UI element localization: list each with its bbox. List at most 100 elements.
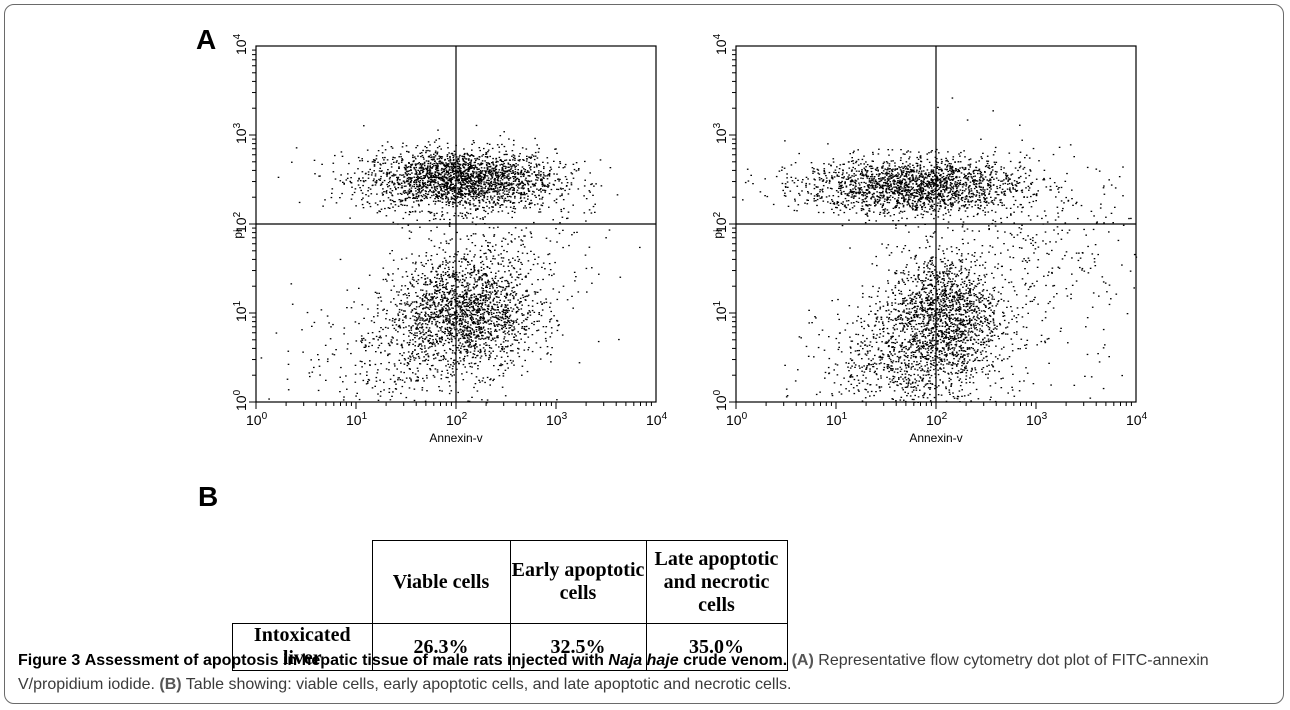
event-dot bbox=[433, 184, 435, 186]
event-dot bbox=[488, 323, 490, 325]
event-dot bbox=[511, 165, 514, 167]
event-dot bbox=[419, 317, 422, 319]
event-dot bbox=[553, 184, 555, 186]
event-dot bbox=[275, 332, 278, 334]
event-dot bbox=[442, 321, 445, 323]
event-dot bbox=[595, 183, 597, 185]
event-dot bbox=[474, 321, 476, 323]
event-dot bbox=[438, 302, 440, 304]
event-dot bbox=[433, 173, 436, 175]
event-dot bbox=[361, 366, 363, 368]
event-dot bbox=[382, 162, 384, 165]
event-dot bbox=[423, 333, 426, 335]
event-dot bbox=[433, 178, 436, 181]
event-dot bbox=[419, 177, 421, 179]
event-dot bbox=[504, 346, 507, 348]
event-dot bbox=[503, 145, 506, 148]
event-dot bbox=[480, 355, 483, 357]
event-dot bbox=[473, 268, 475, 270]
event-dot bbox=[514, 180, 517, 182]
event-dot bbox=[424, 296, 426, 298]
event-dot bbox=[467, 345, 469, 347]
event-dot bbox=[956, 193, 958, 195]
event-dot bbox=[463, 148, 465, 150]
event-dot bbox=[510, 344, 512, 347]
event-dot bbox=[425, 292, 428, 294]
event-dot bbox=[455, 175, 458, 177]
event-dot bbox=[523, 174, 525, 176]
event-dot bbox=[484, 160, 486, 162]
event-dot bbox=[436, 320, 439, 323]
event-dot bbox=[441, 278, 443, 280]
event-dot bbox=[476, 321, 479, 323]
event-dot bbox=[479, 293, 482, 296]
event-dot bbox=[440, 162, 442, 164]
event-dot bbox=[429, 180, 431, 182]
event-dot bbox=[452, 165, 455, 167]
event-dot bbox=[525, 171, 528, 174]
event-dot bbox=[465, 185, 468, 187]
event-dot bbox=[478, 173, 481, 175]
event-dot bbox=[463, 334, 466, 337]
event-dot bbox=[468, 177, 471, 180]
event-dot bbox=[429, 163, 432, 165]
event-dot bbox=[492, 379, 494, 382]
event-dot bbox=[518, 342, 520, 344]
event-dot bbox=[467, 188, 470, 190]
event-dot bbox=[412, 334, 415, 336]
event-dot bbox=[942, 185, 945, 187]
event-dot bbox=[551, 274, 553, 277]
event-dot bbox=[515, 335, 517, 337]
event-dot bbox=[460, 352, 462, 354]
event-dot bbox=[542, 262, 545, 264]
event-dot bbox=[390, 146, 393, 148]
event-dot bbox=[403, 363, 406, 365]
event-dot bbox=[519, 283, 521, 285]
event-dot bbox=[541, 266, 543, 268]
event-dot bbox=[513, 291, 516, 293]
event-dot bbox=[468, 307, 471, 309]
event-dot bbox=[287, 363, 290, 365]
event-dot bbox=[391, 279, 394, 281]
event-dot bbox=[412, 262, 414, 264]
event-dot bbox=[522, 320, 525, 322]
event-dot bbox=[476, 180, 478, 182]
event-dot bbox=[452, 371, 454, 373]
event-dot bbox=[525, 325, 528, 328]
event-dot bbox=[511, 265, 513, 267]
event-dot bbox=[478, 175, 481, 177]
event-dot bbox=[445, 181, 447, 183]
event-dot bbox=[494, 329, 497, 331]
event-dot bbox=[485, 298, 487, 300]
event-dot bbox=[472, 286, 475, 288]
event-dot bbox=[332, 162, 335, 164]
event-dot bbox=[503, 162, 505, 165]
event-dot bbox=[521, 180, 523, 183]
event-dot bbox=[388, 388, 391, 390]
event-dot bbox=[425, 374, 428, 377]
event-dot bbox=[513, 155, 516, 157]
event-dot bbox=[467, 170, 469, 172]
event-dot bbox=[501, 280, 503, 283]
event-dot bbox=[487, 280, 489, 282]
event-dot bbox=[470, 372, 473, 375]
event-dot bbox=[585, 220, 587, 222]
event-dot bbox=[481, 172, 483, 174]
event-dot bbox=[441, 284, 444, 287]
event-dot bbox=[523, 333, 526, 335]
event-dot bbox=[471, 191, 474, 193]
event-dot bbox=[464, 293, 467, 295]
event-dot bbox=[474, 302, 476, 304]
event-dot bbox=[408, 178, 410, 180]
event-dot bbox=[428, 203, 430, 206]
event-dot bbox=[562, 199, 565, 201]
event-dot bbox=[452, 276, 454, 278]
event-dot bbox=[442, 281, 444, 283]
event-dot bbox=[482, 187, 484, 189]
event-dot bbox=[458, 175, 460, 177]
event-dot bbox=[397, 314, 400, 317]
event-dot bbox=[425, 195, 428, 198]
event-dot bbox=[449, 177, 451, 180]
event-dot bbox=[454, 352, 456, 354]
event-dot bbox=[413, 197, 415, 199]
